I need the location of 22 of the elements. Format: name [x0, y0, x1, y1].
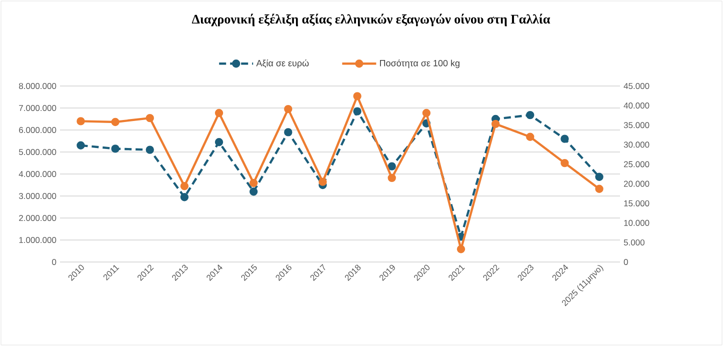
y-tick-label: 5.000.000 — [19, 149, 56, 156]
y-tick-label: 1.000.000 — [19, 237, 56, 244]
y-tick-label: 6.000.000 — [19, 127, 56, 134]
y2-tick-label: 30.000 — [624, 142, 650, 148]
y-tick-label: 4.000.000 — [18, 171, 56, 178]
y2-tick-label: 10.000 — [624, 220, 650, 226]
y2-tick-label: 40.000 — [624, 102, 650, 109]
y2-tick-label: 20.000 — [624, 180, 650, 187]
legend-label: Ποσότητα σε 100 kg — [380, 59, 460, 68]
legend-label: Αξία σε ευρώ — [256, 59, 309, 68]
y-tick-label: 2.000.000 — [19, 215, 56, 222]
y2-tick-label: 15.000 — [624, 200, 650, 206]
y2-tick-label: 5.000 — [624, 239, 644, 246]
y2-tick-label: 0 — [624, 258, 628, 266]
y2-tick-label: 35.000 — [624, 122, 650, 128]
y2-tick-label: 25.000 — [624, 161, 650, 168]
chart-title: Διαχρονική εξέλιξη αξίας ελληνικών εξαγωγών οίνου στη Γαλλία — [192, 14, 550, 26]
y-tick-label: 3.000.000 — [18, 193, 56, 200]
y2-tick-label: 45.000 — [624, 83, 650, 90]
y-tick-label: 8.000.000 — [19, 83, 56, 90]
y-tick-label: 0 — [52, 259, 56, 266]
y-tick-label: 7.000.000 — [19, 105, 56, 112]
